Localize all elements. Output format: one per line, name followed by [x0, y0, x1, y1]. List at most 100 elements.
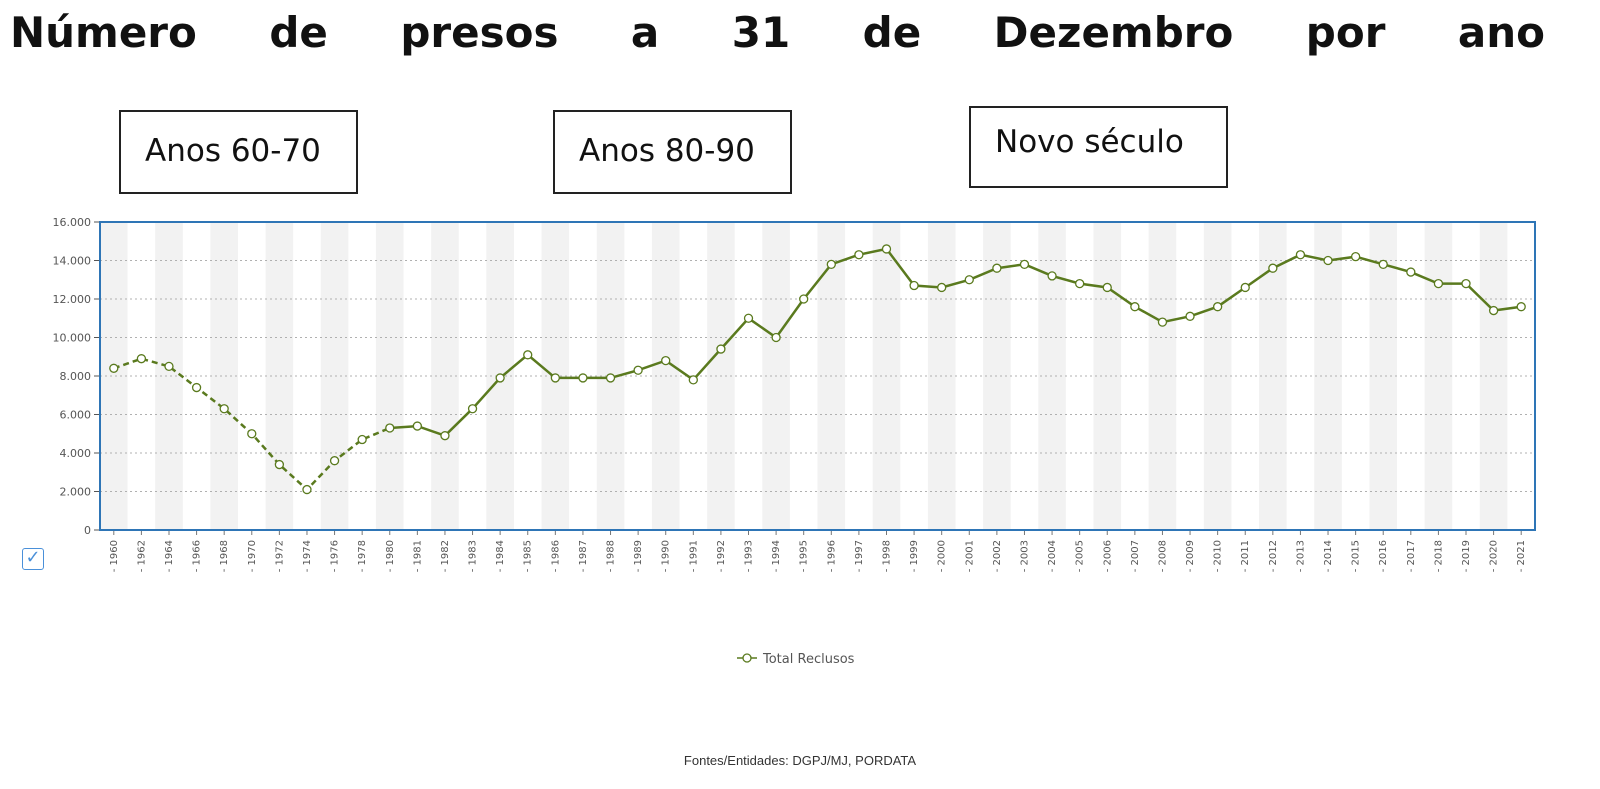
- data-point-1972: [274, 459, 285, 470]
- band-1972: [265, 222, 294, 530]
- data-point-2021: [1516, 302, 1526, 312]
- x-tick-label: - 1994: [771, 540, 782, 572]
- y-tick-label: 14.000: [53, 255, 92, 268]
- y-axis: 0 2.000 4.000 6.000 8.000 10.000 12.000 14.000 1…: [53, 216, 100, 537]
- x-tick-label: - 1987: [578, 540, 589, 572]
- y-tick-label: 2.000: [60, 486, 92, 499]
- data-point-2009: [1185, 311, 1195, 321]
- y-tick-label: 0: [84, 524, 91, 537]
- data-point-1991: [688, 375, 698, 385]
- data-point-1981: [412, 421, 423, 431]
- line-chart: 0 2.000 4.000 6.000 8.000 10.000 12.000 14.000 1…: [53, 216, 1536, 667]
- data-point-1999: [909, 280, 919, 291]
- x-tick-label: - 2002: [992, 540, 1003, 572]
- data-point-2010: [1212, 302, 1223, 312]
- x-tick-label: - 1976: [330, 540, 341, 572]
- data-point-2020: [1488, 305, 1499, 316]
- x-tick-label: - 2000: [937, 540, 948, 572]
- x-tick-label: - 2001: [964, 540, 975, 572]
- x-tick-label: - 1980: [385, 540, 396, 572]
- data-point-1983: [467, 404, 478, 414]
- x-tick-label: - 1964: [164, 540, 175, 572]
- x-tick-label: - 1999: [909, 540, 920, 572]
- band-1968: [210, 222, 238, 530]
- data-point-1992: [716, 344, 726, 354]
- legend-label: Total Reclusos: [762, 652, 855, 667]
- x-tick-label: - 2008: [1157, 540, 1168, 572]
- band-2014: [1314, 222, 1342, 530]
- x-tick-label: - 2015: [1351, 540, 1362, 572]
- x-tick-label: - 1966: [192, 540, 203, 572]
- data-point-2004: [1047, 271, 1057, 281]
- page-title: Número de presos a 31 de Dezembro por an…: [10, 8, 1545, 57]
- band-2018: [1424, 222, 1453, 530]
- data-point-2012: [1268, 263, 1278, 273]
- x-tick-label: - 2020: [1489, 540, 1500, 572]
- data-point-1995: [799, 294, 809, 304]
- x-tick-label: - 1968: [219, 540, 230, 572]
- legend[interactable]: Total Reclusos: [737, 652, 855, 667]
- x-tick-label: - 2006: [1102, 540, 1113, 572]
- x-tick-label: - 1970: [247, 540, 258, 572]
- x-tick-label: - 2010: [1213, 540, 1224, 572]
- band-1976: [320, 222, 349, 530]
- data-point-1960: [109, 363, 119, 373]
- data-point-1970: [247, 429, 257, 439]
- data-point-2018: [1433, 278, 1444, 289]
- x-tick-label: - 1972: [274, 540, 285, 572]
- x-tick-label: - 1960: [109, 540, 120, 572]
- data-point-2008: [1157, 317, 1168, 327]
- data-point-1982: [440, 431, 450, 441]
- x-tick-label: - 2016: [1378, 540, 1389, 572]
- data-point-2005: [1075, 278, 1085, 289]
- x-tick-label: - 1983: [468, 540, 479, 572]
- data-point-1978: [357, 434, 367, 445]
- data-point-1993: [743, 313, 754, 323]
- plot-area-border: [99, 221, 1536, 531]
- x-tick-label: - 2019: [1461, 540, 1472, 572]
- x-tick-label: - 2013: [1295, 540, 1306, 572]
- x-tick-label: - 1996: [826, 540, 837, 572]
- data-point-2000: [937, 282, 947, 293]
- data-point-1966: [191, 382, 202, 393]
- x-tick-label: - 1991: [688, 540, 699, 572]
- x-tick-label: - 2018: [1433, 540, 1444, 572]
- data-point-1974: [302, 484, 312, 495]
- data-point-2013: [1295, 250, 1306, 260]
- band-2020: [1479, 222, 1508, 530]
- x-tick-label: - 1986: [550, 540, 561, 572]
- x-tick-label: - 2021: [1516, 540, 1527, 572]
- data-point-1962: [136, 354, 147, 364]
- band-1960: [100, 222, 128, 530]
- gridlines: [100, 260, 1535, 492]
- band-2016: [1369, 222, 1398, 530]
- x-tick-label: - 1998: [881, 540, 892, 572]
- band-2010: [1203, 222, 1232, 530]
- data-point-1998: [881, 244, 892, 254]
- period-label-60s-70s: Anos 60-70: [119, 110, 358, 194]
- x-tick-label: - 1993: [744, 540, 755, 572]
- x-tick-label: - 2017: [1406, 540, 1417, 572]
- data-point-1976: [329, 456, 340, 466]
- data-point-1987: [578, 373, 588, 383]
- data-point-2017: [1406, 267, 1416, 277]
- x-axis: - 1960 - 1962 - 1964 - 1966 - 1968 - 1970 - 19…: [109, 530, 1527, 572]
- data-point-2019: [1461, 278, 1471, 289]
- data-point-2006: [1102, 282, 1112, 293]
- y-tick-label: 12.000: [53, 293, 92, 306]
- data-point-2016: [1378, 259, 1388, 269]
- x-tick-label: - 1989: [633, 540, 644, 572]
- source-text: Fontes/Entidades: DGPJ/MJ, PORDATA: [683, 753, 917, 768]
- band-1964: [155, 222, 183, 530]
- data-point-1997: [854, 250, 864, 260]
- check-icon[interactable]: ✓: [22, 548, 44, 570]
- data-point-1994: [771, 332, 781, 343]
- data-point-1964: [164, 361, 174, 372]
- data-point-2003: [1019, 259, 1030, 269]
- y-tick-label: 4.000: [60, 447, 92, 460]
- x-tick-label: - 2003: [1019, 540, 1030, 572]
- x-tick-label: - 1988: [606, 540, 617, 572]
- y-tick-label: 8.000: [60, 370, 92, 383]
- data-point-1984: [495, 373, 505, 383]
- x-tick-label: - 1981: [412, 540, 423, 572]
